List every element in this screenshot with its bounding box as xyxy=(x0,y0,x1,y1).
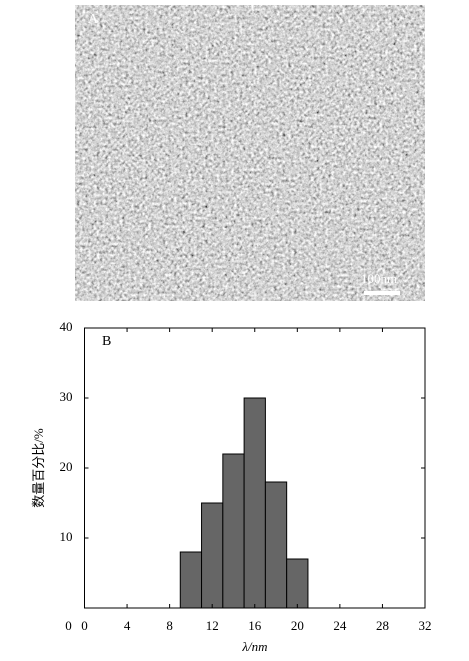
scale-bar-label: 100nm xyxy=(361,271,397,286)
bar xyxy=(222,453,245,609)
scale-bar xyxy=(364,291,400,295)
y-tick-label: 40 xyxy=(60,319,73,334)
x-tick-label: 0 xyxy=(81,618,88,633)
x-tick-label: 28 xyxy=(376,618,389,633)
x-tick-label: 12 xyxy=(206,618,219,633)
y-tick-label: 30 xyxy=(60,389,73,404)
y-tick-label: 10 xyxy=(60,529,73,544)
y-tick-label: 0 xyxy=(65,618,72,633)
y-axis-label: 数量百分比/% xyxy=(31,428,46,508)
x-tick-label: 16 xyxy=(248,618,262,633)
x-tick-label: 20 xyxy=(291,618,304,633)
panel-label: A xyxy=(88,12,99,27)
x-axis-label: λ/nm xyxy=(241,639,267,654)
bar xyxy=(286,558,309,609)
x-tick-label: 24 xyxy=(333,618,347,633)
bar xyxy=(179,551,203,609)
histogram-chart: B λ/nm 数量百分比/% 0 4 8 12 16 20 24 28 32 0 10 20 30 40 xyxy=(31,319,432,654)
bar xyxy=(243,397,266,609)
x-tick-label: 4 xyxy=(124,618,131,633)
x-tick-label: 32 xyxy=(419,618,432,633)
x-tick-label: 8 xyxy=(166,618,173,633)
bar xyxy=(201,502,224,609)
bar xyxy=(264,481,288,609)
sem-texture xyxy=(75,5,425,301)
panel-label: B xyxy=(102,334,111,349)
y-tick-label: 20 xyxy=(60,459,73,474)
sem-image: A 100nm xyxy=(75,5,425,301)
